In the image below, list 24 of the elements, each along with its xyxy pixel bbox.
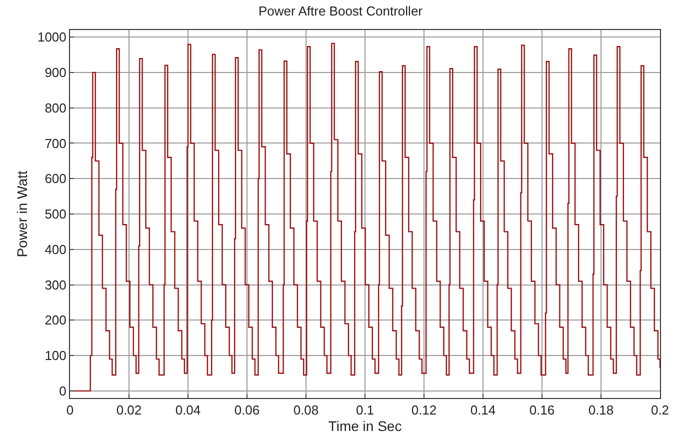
chart-title: Power Aftre Boost Controller (258, 4, 424, 19)
y-axis-title: Power in Watt (14, 170, 30, 258)
y-tick-label: 800 (44, 100, 66, 116)
x-tick-label: 0.06 (234, 402, 260, 418)
y-tick-label: 400 (44, 242, 66, 257)
y-tick-label: 0 (59, 383, 66, 398)
y-tick-label: 500 (44, 206, 66, 222)
x-tick-label: 0.16 (529, 402, 555, 418)
x-tick-label: 0.12 (411, 402, 437, 418)
y-tick-label: 900 (44, 65, 66, 80)
x-axis-title: Time in Sec (328, 418, 402, 434)
x-tick-label: 0.02 (116, 402, 142, 418)
y-tick-label: 300 (44, 277, 66, 292)
x-tick-label: 0.14 (470, 402, 496, 418)
y-tick-label: 700 (44, 136, 66, 151)
x-tick-label: 0.04 (175, 402, 201, 418)
x-tick-label: 0.1 (356, 402, 374, 418)
x-tick-label: 0.2 (650, 402, 670, 418)
y-tick-label: 200 (44, 312, 66, 328)
y-tick-label: 1000 (37, 30, 66, 45)
y-tick-label: 600 (44, 171, 66, 186)
x-tick-label: 0.08 (293, 402, 319, 418)
y-tick-label: 100 (44, 348, 66, 364)
x-tick-label: 0.18 (588, 402, 614, 418)
